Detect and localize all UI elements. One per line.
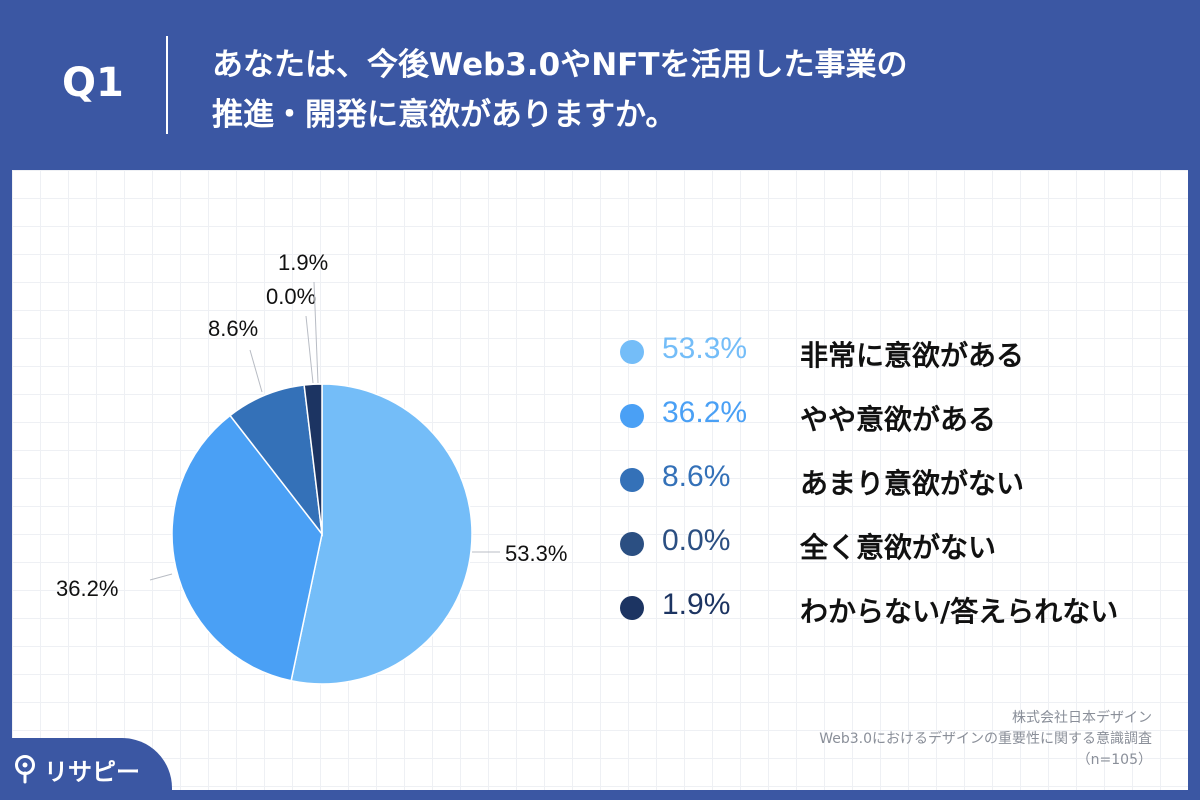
question-title: あなたは、今後Web3.0やNFTを活用した事業の 推進・開発に意欲がありますか…	[212, 40, 1112, 140]
legend-dot-icon	[620, 340, 644, 364]
location-pin-icon	[15, 755, 35, 784]
pie-leader-line	[149, 573, 173, 581]
pie-data-label: 1.9%	[278, 250, 328, 275]
source-note: 株式会社日本デザイン Web3.0におけるデザインの重要性に関する意識調査 （n…	[819, 708, 1152, 771]
legend-dot-icon	[620, 532, 644, 556]
legend-percent: 36.2%	[662, 396, 748, 429]
logo-tab: リサピー	[0, 738, 172, 800]
legend-percent: 0.0%	[662, 524, 731, 557]
source-company: 株式会社日本デザイン	[1012, 710, 1152, 726]
legend-label: わからない/答えられない	[800, 595, 1119, 628]
pie-slice	[290, 383, 473, 685]
legend-dot-icon	[620, 596, 644, 620]
pie-leader-line	[249, 349, 263, 393]
pie-data-label: 8.6%	[208, 316, 258, 341]
legend-label: やや意欲がある	[800, 403, 997, 436]
legend-label: あまり意欲がない	[800, 467, 1025, 500]
pie-data-label: 0.0%	[266, 284, 316, 309]
legend-percent: 8.6%	[662, 460, 731, 493]
legend-label: 全く意欲がない	[800, 531, 997, 564]
source-survey: Web3.0におけるデザインの重要性に関する意識調査	[819, 731, 1152, 747]
source-sample-size: （n=105）	[1076, 752, 1152, 768]
pie-leader-line	[305, 315, 314, 384]
question-label: Q1	[62, 60, 124, 106]
pie-data-label: 36.2%	[56, 576, 118, 601]
legend-label: 非常に意欲がある	[800, 339, 1025, 372]
pie-slice	[303, 383, 323, 535]
header: Q1 あなたは、今後Web3.0やNFTを活用した事業の 推進・開発に意欲があり…	[0, 0, 1200, 170]
logo-text: リサピー	[44, 758, 140, 786]
question-title-line2: 推進・開発に意欲がありますか。	[212, 97, 677, 133]
legend-percent: 53.3%	[662, 332, 748, 365]
pie-slice	[171, 414, 323, 682]
legend-percent: 1.9%	[662, 588, 731, 621]
legend-dot-icon	[620, 404, 644, 428]
question-title-line1: あなたは、今後Web3.0やNFTを活用した事業の	[212, 47, 908, 83]
pie-data-label: 53.3%	[505, 541, 567, 566]
legend-dot-icon	[620, 468, 644, 492]
pie-leader-line	[313, 281, 319, 384]
header-divider	[166, 36, 168, 134]
